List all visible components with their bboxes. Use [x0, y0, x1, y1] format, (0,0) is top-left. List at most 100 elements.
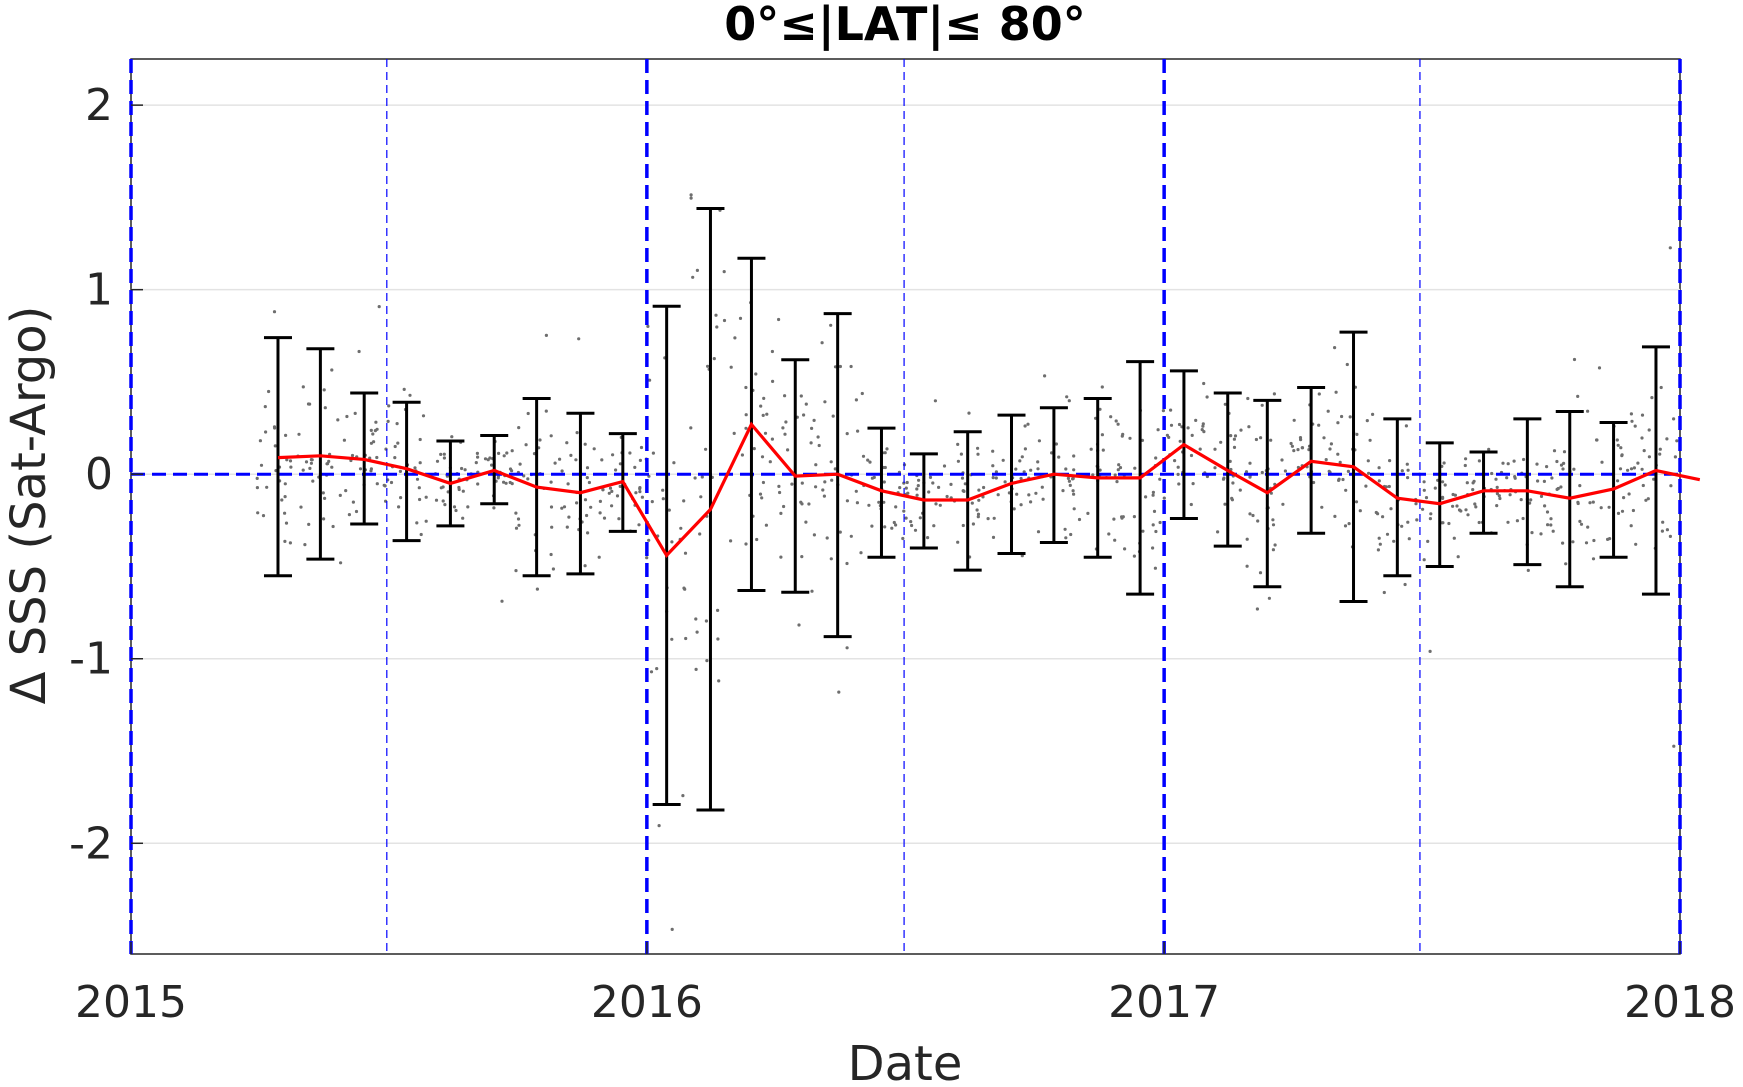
- scatter-point: [1668, 246, 1672, 250]
- scatter-point: [517, 523, 521, 527]
- scatter-point: [829, 460, 833, 464]
- scatter-point: [1640, 467, 1644, 471]
- scatter-point: [585, 513, 589, 518]
- scatter-point: [565, 441, 569, 445]
- scatter-point: [1571, 540, 1575, 544]
- scatter-point: [398, 469, 402, 473]
- scatter-point: [1519, 498, 1523, 502]
- scatter-point: [755, 537, 759, 542]
- scatter-point: [1260, 403, 1264, 407]
- scatter-point: [1642, 449, 1646, 453]
- scatter-point: [714, 313, 718, 317]
- scatter-point: [683, 587, 687, 591]
- scatter-point: [577, 337, 581, 341]
- scatter-point: [256, 511, 260, 515]
- scatter-point: [1586, 409, 1590, 413]
- x-tick-label: 2018: [1624, 977, 1736, 1028]
- scatter-point: [1368, 438, 1372, 442]
- scatter-point: [1098, 468, 1102, 472]
- scatter-point: [1615, 438, 1619, 442]
- scatter-point: [549, 505, 554, 509]
- scatter-point: [372, 440, 376, 444]
- scatter-point: [1549, 523, 1553, 527]
- scatter-point: [283, 539, 287, 544]
- scatter-point: [1229, 434, 1233, 438]
- scatter-point: [906, 491, 910, 495]
- scatter-point: [759, 404, 763, 408]
- scatter-point: [1665, 437, 1669, 441]
- scatter-point: [650, 500, 654, 504]
- scatter-point: [885, 447, 889, 451]
- scatter-point: [1064, 467, 1068, 471]
- scatter-point: [549, 480, 553, 484]
- scatter-point: [516, 517, 521, 521]
- scatter-point: [760, 496, 764, 500]
- scatter-point: [1123, 547, 1127, 551]
- scatter-point: [1151, 493, 1155, 497]
- scatter-point: [812, 418, 816, 422]
- scatter-point: [1041, 497, 1045, 501]
- scatter-point: [1647, 455, 1651, 459]
- scatter-point: [460, 466, 464, 471]
- scatter-point: [1334, 390, 1338, 394]
- scatter-point: [1340, 414, 1344, 419]
- scatter-point: [1464, 508, 1468, 512]
- scatter-point: [396, 441, 400, 445]
- y-axis-label: Δ SSS (Sat-Argo): [1, 306, 57, 705]
- scatter-point: [804, 520, 808, 524]
- scatter-point: [1618, 467, 1623, 471]
- scatter-point: [1545, 510, 1550, 514]
- scatter-point: [931, 481, 935, 485]
- scatter-point: [1562, 461, 1566, 465]
- scatter-point: [434, 498, 439, 502]
- scatter-point: [608, 486, 613, 490]
- scatter-point: [649, 670, 654, 674]
- scatter-point: [1312, 480, 1316, 485]
- scatter-point: [1578, 519, 1582, 524]
- scatter-point: [738, 316, 743, 320]
- scatter-point: [831, 414, 835, 418]
- scatter-point: [439, 486, 443, 490]
- scatter-point: [1202, 430, 1206, 434]
- scatter-point: [809, 441, 813, 445]
- scatter-point: [1154, 456, 1158, 460]
- scatter-point: [1400, 524, 1404, 528]
- scatter-point: [898, 486, 902, 490]
- scatter-point: [1132, 554, 1136, 558]
- scatter-point: [544, 409, 548, 413]
- scatter-point: [971, 522, 976, 526]
- scatter-point: [1429, 512, 1433, 516]
- error-bar: [306, 347, 335, 561]
- scatter-point: [638, 490, 642, 494]
- scatter-point: [1457, 508, 1462, 512]
- scatter-point: [870, 524, 874, 528]
- scatter-point: [1441, 480, 1445, 484]
- scatter-point: [492, 506, 496, 510]
- scatter-point: [994, 470, 999, 474]
- scatter-point: [377, 305, 381, 309]
- scatter-point: [744, 413, 748, 417]
- scatter-point: [1626, 468, 1630, 472]
- scatter-point: [1535, 462, 1539, 466]
- scatter-point: [574, 458, 578, 462]
- scatter-point: [567, 515, 571, 519]
- scatter-point: [1216, 530, 1220, 534]
- scatter-point: [1364, 484, 1368, 488]
- scatter-point: [761, 480, 766, 485]
- scatter-point: [1296, 448, 1300, 452]
- scatter-point: [1407, 537, 1411, 541]
- scatter-point: [996, 493, 1000, 497]
- scatter-point: [838, 530, 842, 534]
- scatter-point: [825, 536, 829, 540]
- scatter-point: [1072, 454, 1076, 458]
- scatter-point: [371, 432, 375, 436]
- scatter-point: [255, 486, 259, 490]
- scatter-point: [418, 497, 422, 502]
- scatter-point: [1162, 496, 1166, 500]
- scatter-point: [1424, 496, 1429, 500]
- scatter-point: [1018, 459, 1022, 463]
- scatter-point: [802, 413, 806, 417]
- y-tick-label: 2: [85, 80, 113, 131]
- scatter-point: [463, 468, 467, 472]
- scatter-point: [1118, 466, 1123, 470]
